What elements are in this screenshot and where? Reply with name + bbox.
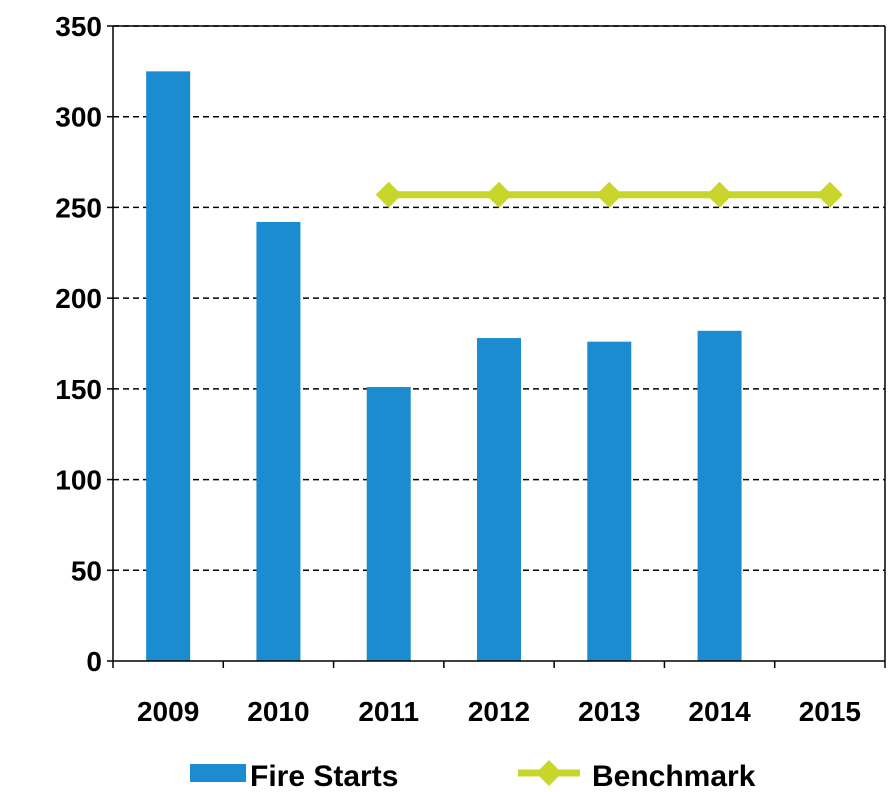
benchmark-point	[816, 181, 843, 208]
bar-2010	[256, 221, 301, 661]
axes	[107, 25, 886, 668]
x-tick-label: 2014	[688, 696, 751, 727]
y-tick-label: 50	[71, 555, 102, 586]
benchmark-point	[375, 181, 402, 208]
x-tick-label: 2015	[799, 696, 861, 727]
y-tick-label: 200	[55, 283, 102, 314]
y-tick-label: 0	[86, 646, 102, 677]
bar-series	[146, 71, 742, 662]
benchmark-point	[706, 181, 733, 208]
bar-2013	[587, 341, 632, 661]
legend: Fire Starts Benchmark	[190, 760, 756, 792]
benchmark-point	[596, 181, 623, 208]
benchmark-point	[486, 181, 512, 208]
bar-2012	[477, 338, 521, 661]
legend-marker-benchmark	[536, 760, 562, 786]
x-tick-label: 2011	[358, 696, 419, 727]
y-tick-label: 100	[55, 465, 102, 496]
x-tick-label: 2013	[578, 696, 640, 727]
y-tick-label: 350	[55, 11, 102, 42]
y-tick-label: 150	[55, 374, 102, 405]
x-tick-label: 2009	[137, 696, 199, 727]
x-tick-label: 2012	[468, 696, 530, 727]
bar-2011	[366, 387, 411, 661]
legend-label-fire-starts: Fire Starts	[250, 760, 398, 792]
benchmark-series	[375, 181, 843, 208]
legend-label-benchmark: Benchmark	[592, 760, 756, 792]
x-axis-tick-labels: 2009 2010 2011 2012 2013 2014 2015	[137, 696, 861, 727]
y-axis-tick-labels: 0 50 100 150 200 250 300 350	[55, 11, 102, 677]
y-tick-label: 250	[55, 192, 102, 223]
bar-2014	[697, 330, 742, 661]
y-tick-label: 300	[55, 102, 102, 133]
bar-2009	[146, 71, 191, 662]
x-tick-label: 2010	[247, 696, 309, 727]
legend-swatch-fire-starts	[190, 764, 246, 782]
